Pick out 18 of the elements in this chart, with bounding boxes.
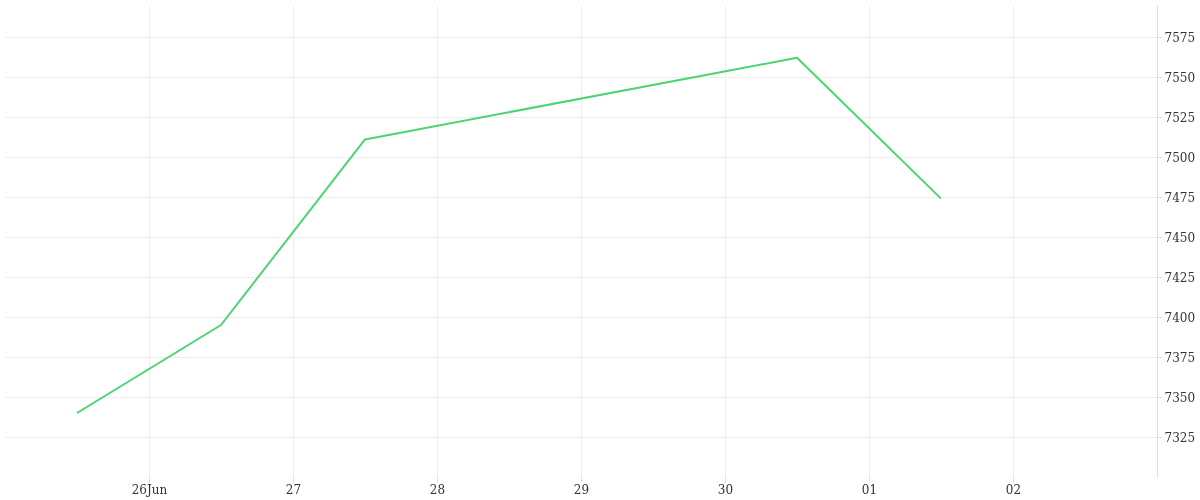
- y-tick-label: 7475: [1164, 190, 1196, 205]
- x-tick-label: 30: [717, 482, 734, 497]
- y-tick-label: 7425: [1164, 270, 1196, 285]
- x-tick-label: 26Jun: [131, 482, 168, 497]
- x-tick-label: 01: [861, 482, 878, 497]
- x-tick-label: 28: [429, 482, 446, 497]
- x-tick-label: 29: [573, 482, 590, 497]
- x-tick-label: 02: [1005, 482, 1022, 497]
- y-tick-label: 7350: [1164, 390, 1196, 405]
- y-tick-label: 7325: [1164, 430, 1196, 445]
- y-tick-label: 7450: [1164, 230, 1196, 245]
- y-tick-label: 7400: [1164, 310, 1196, 325]
- y-tick-label: 7550: [1164, 70, 1196, 85]
- y-tick-label: 7575: [1164, 30, 1196, 45]
- y-tick-label: 7375: [1164, 350, 1196, 365]
- x-tick-label: 27: [285, 482, 302, 497]
- y-tick-label: 7525: [1164, 110, 1196, 125]
- y-tick-label: 7500: [1164, 150, 1196, 165]
